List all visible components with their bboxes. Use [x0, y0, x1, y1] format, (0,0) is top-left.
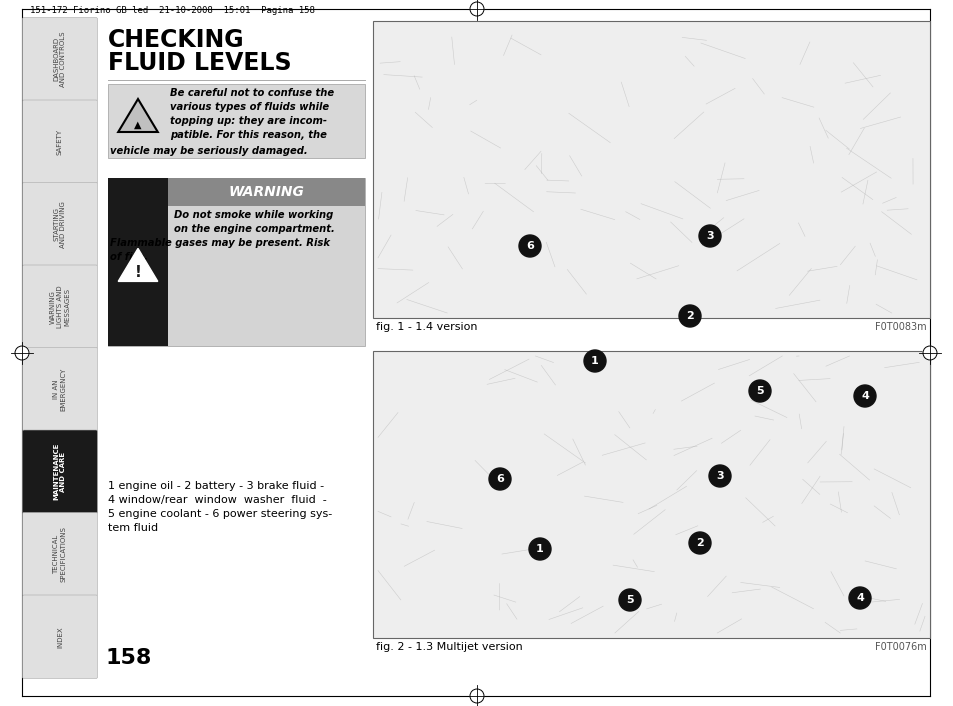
Text: topping up: they are incom-: topping up: they are incom- — [170, 116, 327, 126]
Text: fig. 2 - 1.3 Multijet version: fig. 2 - 1.3 Multijet version — [375, 642, 522, 652]
FancyBboxPatch shape — [108, 178, 365, 346]
Circle shape — [748, 380, 770, 402]
Text: 5 engine coolant - 6 power steering sys-: 5 engine coolant - 6 power steering sys- — [108, 509, 332, 519]
Text: DASHBOARD
AND CONTROLS: DASHBOARD AND CONTROLS — [53, 32, 67, 87]
Text: 5: 5 — [625, 595, 633, 605]
Text: 2: 2 — [696, 538, 703, 548]
Text: 6: 6 — [525, 241, 534, 251]
Text: 2: 2 — [685, 311, 693, 321]
Text: ▲: ▲ — [134, 120, 142, 130]
Text: Flammable gases may be present. Risk: Flammable gases may be present. Risk — [110, 238, 330, 248]
Text: vehicle may be seriously damaged.: vehicle may be seriously damaged. — [110, 146, 307, 156]
Text: 4 window/rear  window  washer  fluid  -: 4 window/rear window washer fluid - — [108, 495, 327, 505]
Circle shape — [618, 589, 640, 611]
Text: 6: 6 — [496, 474, 503, 484]
Polygon shape — [118, 249, 157, 282]
Polygon shape — [118, 99, 157, 132]
Text: TECHNICAL
SPECIFICATIONS: TECHNICAL SPECIFICATIONS — [53, 526, 67, 582]
Text: IN AN
EMERGENCY: IN AN EMERGENCY — [53, 368, 67, 411]
Circle shape — [529, 538, 551, 560]
FancyBboxPatch shape — [23, 347, 97, 431]
Text: 151-172 Fiorino GB led  21-10-2008  15:01  Pagina 158: 151-172 Fiorino GB led 21-10-2008 15:01 … — [30, 6, 314, 15]
Text: F0T0076m: F0T0076m — [874, 642, 926, 652]
Text: fig. 1 - 1.4 version: fig. 1 - 1.4 version — [375, 322, 477, 332]
Circle shape — [470, 689, 483, 703]
Text: 4: 4 — [861, 391, 868, 401]
Text: WARNING
LIGHTS AND
MESSAGES: WARNING LIGHTS AND MESSAGES — [50, 285, 70, 328]
Text: Do not smoke while working: Do not smoke while working — [173, 210, 333, 220]
Text: on the engine compartment.: on the engine compartment. — [173, 224, 335, 234]
FancyBboxPatch shape — [108, 178, 168, 346]
Circle shape — [848, 587, 870, 609]
Text: 1: 1 — [536, 544, 543, 554]
FancyBboxPatch shape — [23, 513, 97, 596]
FancyBboxPatch shape — [23, 100, 97, 184]
FancyBboxPatch shape — [23, 265, 97, 349]
Text: F0T0083m: F0T0083m — [875, 322, 926, 332]
Text: WARNING: WARNING — [229, 185, 304, 199]
FancyBboxPatch shape — [108, 84, 365, 158]
Text: 1 engine oil - 2 battery - 3 brake fluid -: 1 engine oil - 2 battery - 3 brake fluid… — [108, 481, 324, 491]
Circle shape — [470, 2, 483, 16]
Text: Be careful not to confuse the: Be careful not to confuse the — [170, 88, 334, 98]
Text: various types of fluids while: various types of fluids while — [170, 102, 329, 112]
Circle shape — [699, 225, 720, 247]
Text: STARTING
AND DRIVING: STARTING AND DRIVING — [53, 201, 67, 248]
Text: MAINTENANCE
AND CARE: MAINTENANCE AND CARE — [53, 443, 67, 501]
FancyBboxPatch shape — [23, 430, 97, 513]
Circle shape — [583, 350, 605, 372]
Text: INDEX: INDEX — [57, 626, 63, 647]
Text: CHECKING: CHECKING — [108, 28, 244, 52]
FancyBboxPatch shape — [23, 182, 97, 266]
Circle shape — [708, 465, 730, 487]
Circle shape — [923, 346, 936, 360]
Text: !: ! — [134, 265, 141, 280]
FancyBboxPatch shape — [23, 18, 97, 101]
FancyBboxPatch shape — [23, 595, 97, 678]
Circle shape — [853, 385, 875, 407]
Circle shape — [679, 305, 700, 327]
Circle shape — [688, 532, 710, 554]
Text: 158: 158 — [106, 648, 152, 668]
Circle shape — [489, 468, 511, 490]
Text: 5: 5 — [756, 386, 763, 396]
Text: patible. For this reason, the: patible. For this reason, the — [170, 130, 327, 140]
FancyBboxPatch shape — [373, 21, 929, 318]
Circle shape — [15, 346, 29, 360]
Text: 3: 3 — [716, 471, 723, 481]
Text: tem fluid: tem fluid — [108, 523, 158, 533]
Circle shape — [518, 235, 540, 257]
FancyBboxPatch shape — [168, 178, 365, 206]
Text: 3: 3 — [705, 231, 713, 241]
Text: of fire.: of fire. — [110, 252, 148, 262]
Text: FLUID LEVELS: FLUID LEVELS — [108, 51, 292, 75]
FancyBboxPatch shape — [373, 351, 929, 638]
Text: 4: 4 — [855, 593, 863, 603]
Text: 1: 1 — [591, 356, 598, 366]
Text: SAFETY: SAFETY — [57, 128, 63, 155]
